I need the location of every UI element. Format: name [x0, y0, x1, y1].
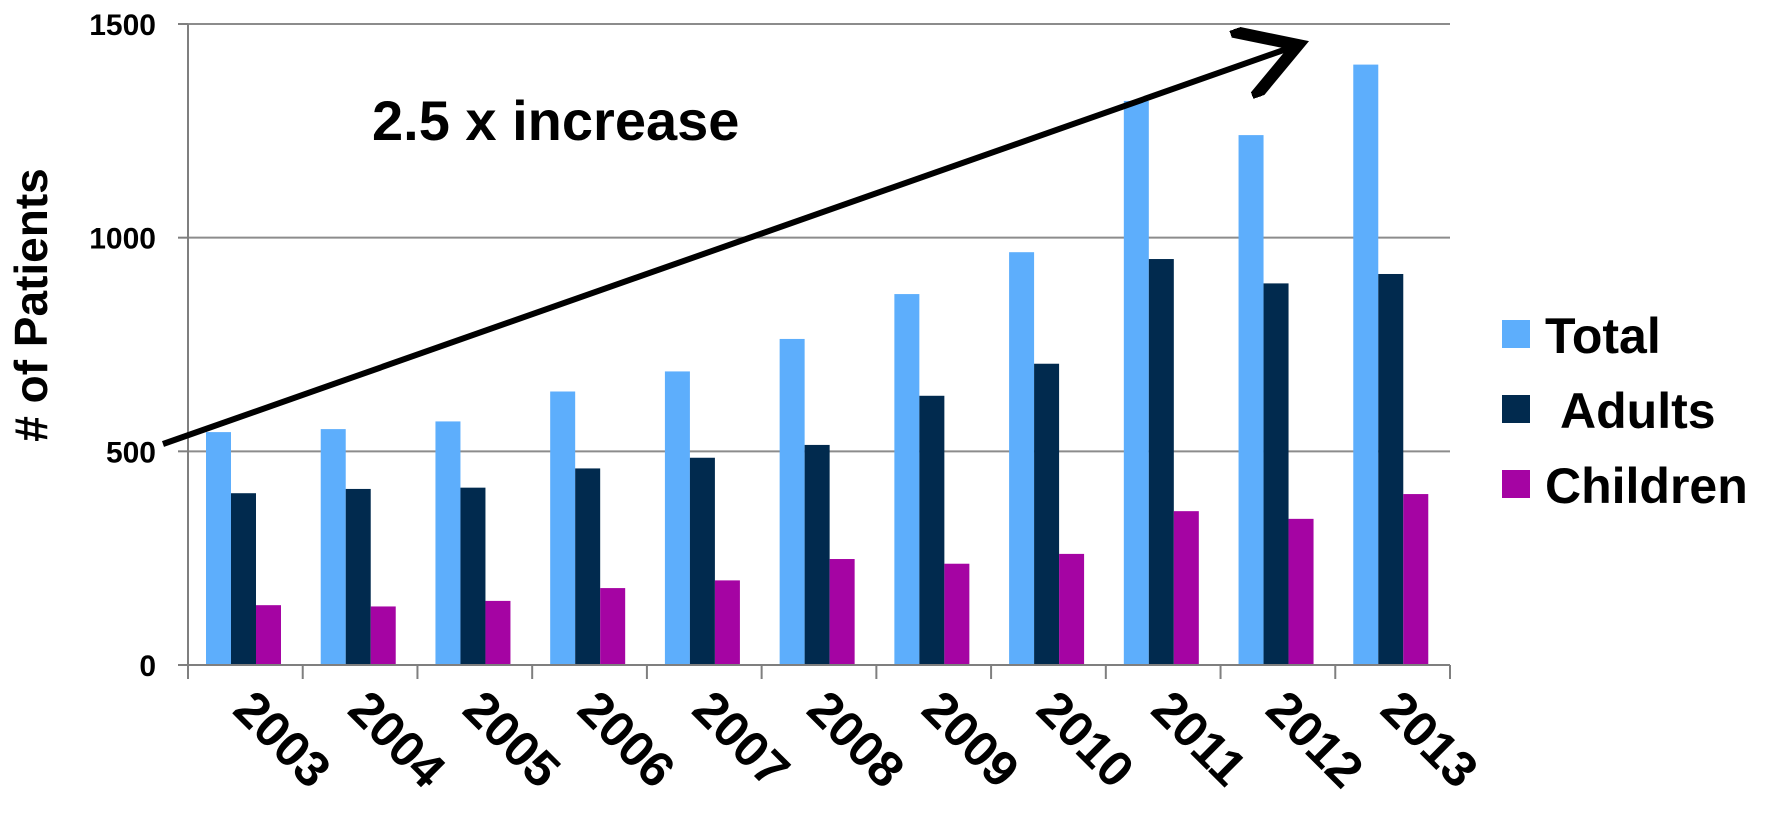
x-tick-label: 2004 — [338, 680, 456, 798]
bar-total-2006 — [550, 391, 576, 665]
bar-adults-2010 — [1034, 363, 1060, 665]
legend-label-total: Total — [1545, 308, 1661, 364]
bar-adults-2009 — [919, 395, 945, 665]
bar-children-2013 — [1403, 494, 1429, 665]
bar-children-2011 — [1173, 511, 1199, 665]
legend-swatch-total — [1502, 320, 1530, 348]
y-tick-label: 500 — [106, 436, 156, 469]
bar-total-2012 — [1238, 135, 1264, 665]
bar-children-2004 — [370, 606, 396, 665]
x-tick-label: 2005 — [453, 680, 571, 798]
bar-adults-2007 — [689, 457, 715, 665]
bar-adults-2012 — [1263, 283, 1289, 665]
bar-total-2004 — [320, 429, 346, 665]
y-axis-label: # of Patients — [5, 168, 57, 442]
legend-swatch-adults — [1502, 395, 1530, 423]
x-tick-label: 2007 — [682, 680, 800, 798]
bar-adults-2005 — [460, 487, 486, 665]
bar-children-2007 — [714, 580, 740, 665]
bars — [206, 64, 1429, 666]
bar-total-2011 — [1123, 100, 1149, 666]
bar-total-2013 — [1353, 64, 1379, 665]
y-tick-label: 0 — [139, 650, 156, 683]
x-tick-label: 2010 — [1026, 680, 1144, 798]
x-tick-label: 2003 — [223, 680, 341, 798]
y-tick-labels: 0 500 1000 1500 — [89, 9, 156, 683]
bar-total-2008 — [779, 338, 805, 665]
bar-children-2005 — [485, 600, 511, 665]
x-tick-labels: 2003200420052006200720082009201020112012… — [223, 680, 1489, 798]
axes — [178, 23, 1451, 679]
bar-children-2009 — [944, 563, 970, 665]
bar-total-2005 — [435, 421, 461, 665]
bar-children-2003 — [256, 605, 281, 665]
bar-adults-2013 — [1378, 273, 1404, 665]
bar-adults-2003 — [231, 493, 256, 665]
y-tick-label: 1000 — [89, 223, 156, 256]
bar-children-2008 — [829, 559, 855, 665]
legend-swatch-children — [1502, 470, 1530, 498]
x-tick-label: 2013 — [1370, 680, 1488, 798]
trend-annotation: 2.5 x increase — [162, 45, 1298, 447]
legend-label-children: Children — [1545, 458, 1748, 514]
legend: Total Adults Children — [1502, 308, 1748, 514]
bar-total-2007 — [664, 371, 690, 665]
bar-children-2012 — [1288, 518, 1314, 665]
bar-adults-2004 — [345, 488, 371, 665]
bar-adults-2011 — [1148, 259, 1174, 665]
y-tick-label: 1500 — [89, 9, 156, 42]
legend-label-adults: Adults — [1560, 383, 1716, 439]
x-tick-label: 2011 — [1141, 680, 1257, 796]
bar-total-2009 — [894, 294, 920, 665]
trend-annotation-text: 2.5 x increase — [372, 89, 739, 152]
x-tick-label: 2009 — [912, 680, 1030, 798]
x-tick-label: 2006 — [567, 680, 685, 798]
trend-arrow — [162, 45, 1298, 447]
bar-adults-2006 — [575, 468, 601, 665]
bar-total-2010 — [1009, 252, 1035, 666]
bar-adults-2008 — [804, 444, 830, 665]
bar-children-2010 — [1059, 553, 1085, 665]
x-tick-label: 2008 — [797, 680, 915, 798]
bar-children-2006 — [600, 588, 626, 665]
bar-total-2003 — [206, 432, 231, 665]
x-tick-label: 2012 — [1256, 680, 1374, 798]
